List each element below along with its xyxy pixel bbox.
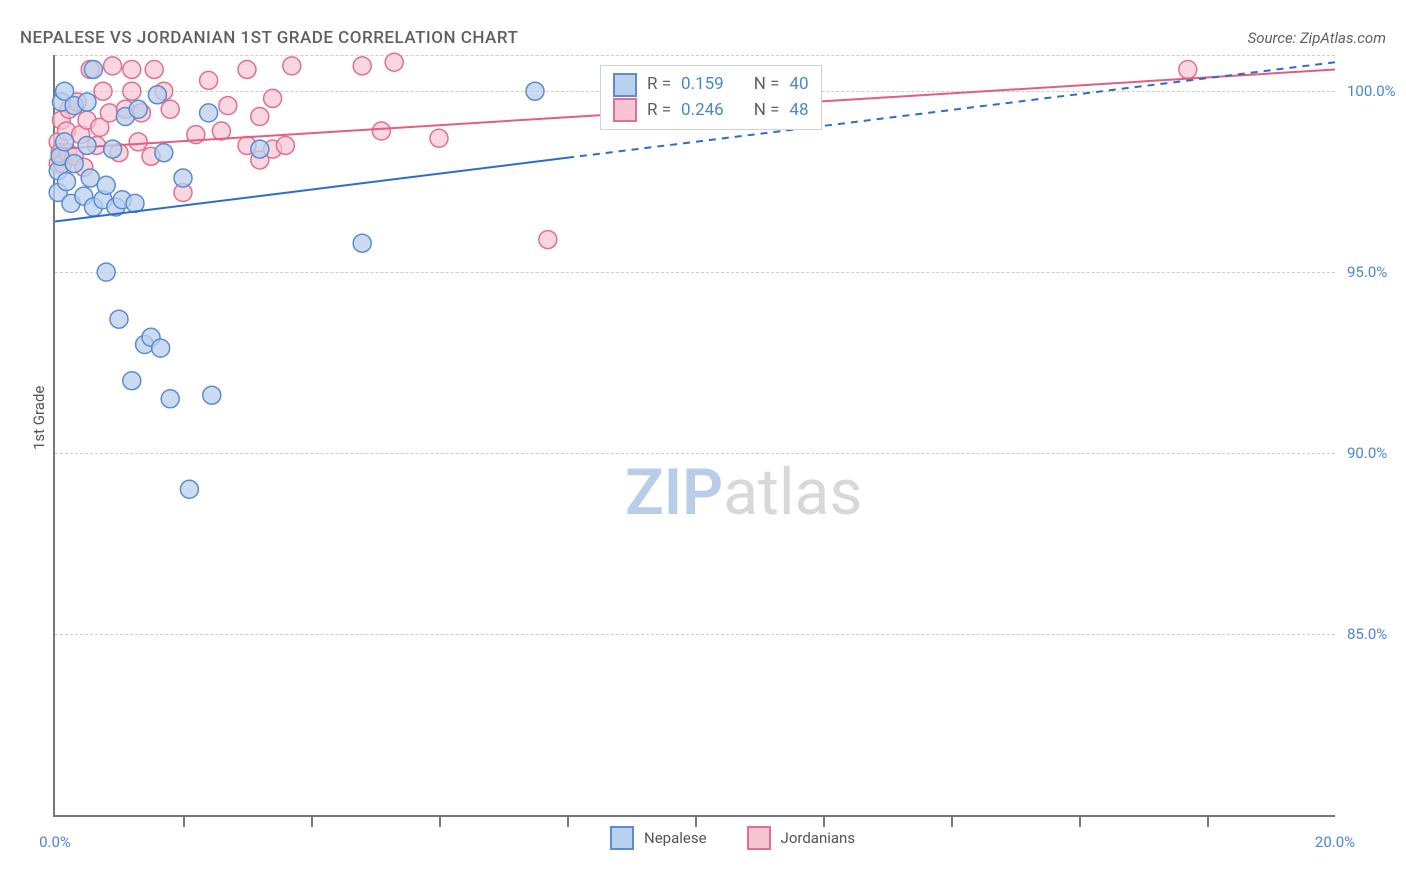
y-tick-label: 100.0% xyxy=(1347,82,1396,100)
legend-n-label: N = xyxy=(754,98,780,124)
x-tick xyxy=(951,815,953,827)
y-tick-label: 95.0% xyxy=(1347,263,1387,281)
data-point xyxy=(283,57,301,75)
data-point xyxy=(152,339,170,357)
data-point xyxy=(1179,60,1197,78)
y-tick-label: 90.0% xyxy=(1347,444,1387,462)
x-tick xyxy=(311,815,313,827)
data-point xyxy=(129,100,147,118)
data-point xyxy=(276,136,294,154)
x-tick xyxy=(183,815,185,827)
data-point xyxy=(148,86,166,104)
legend-swatch xyxy=(613,73,637,97)
chart-svg xyxy=(55,55,1335,815)
data-point xyxy=(100,104,118,122)
data-point xyxy=(97,263,115,281)
data-point xyxy=(353,57,371,75)
legend-r-label: R = xyxy=(647,98,671,124)
data-point xyxy=(155,144,173,162)
data-point xyxy=(539,231,557,249)
data-point xyxy=(84,60,102,78)
data-point xyxy=(203,386,221,404)
data-point xyxy=(372,122,390,140)
legend-swatch xyxy=(610,826,634,850)
data-point xyxy=(145,60,163,78)
series-legend-item: Nepalese xyxy=(610,826,707,850)
legend-n-label: N = xyxy=(754,72,780,98)
data-point xyxy=(97,176,115,194)
data-point xyxy=(104,57,122,75)
data-point xyxy=(212,122,230,140)
y-axis-label: 1st Grade xyxy=(30,386,48,450)
data-point xyxy=(110,310,128,328)
data-point xyxy=(126,194,144,212)
data-point xyxy=(78,93,96,111)
legend-swatch xyxy=(613,98,637,122)
source-attribution: Source: ZipAtlas.com xyxy=(1248,29,1386,47)
series-legend-item: Jordanians xyxy=(747,826,856,850)
data-point xyxy=(251,140,269,158)
data-point xyxy=(219,97,237,115)
series-legend-label: Nepalese xyxy=(644,829,707,847)
correlation-legend: R = 0.159 N = 40 R = 0.246 N = 48 xyxy=(600,65,822,130)
x-tick xyxy=(823,815,825,827)
x-tick-label: 20.0% xyxy=(1315,833,1355,851)
data-point xyxy=(104,140,122,158)
plot-area: ZIPatlas R =0.159N =40R =0.246N =48 Nepa… xyxy=(53,55,1335,817)
data-point xyxy=(123,60,141,78)
header-row: NEPALESE VS JORDANIAN 1ST GRADE CORRELAT… xyxy=(20,18,1386,58)
data-point xyxy=(353,234,371,252)
chart-title: NEPALESE VS JORDANIAN 1ST GRADE CORRELAT… xyxy=(20,28,518,48)
data-point xyxy=(123,82,141,100)
legend-row: R = 0.246 N = 48 xyxy=(613,98,809,124)
data-point xyxy=(180,480,198,498)
data-point xyxy=(78,136,96,154)
data-point xyxy=(65,155,83,173)
legend-n-value: 48 xyxy=(789,98,808,124)
series-legend: Nepalese Jordanians xyxy=(610,826,855,850)
x-tick xyxy=(567,815,569,827)
x-tick xyxy=(695,815,697,827)
data-point xyxy=(58,173,76,191)
x-tick xyxy=(439,815,441,827)
data-point xyxy=(526,82,544,100)
data-point xyxy=(56,133,74,151)
data-point xyxy=(174,169,192,187)
legend-row: R = 0.159 N = 40 xyxy=(613,72,809,98)
x-tick xyxy=(1079,815,1081,827)
data-point xyxy=(161,100,179,118)
x-tick-label: 0.0% xyxy=(39,833,71,851)
legend-r-value: 0.159 xyxy=(681,72,724,98)
data-point xyxy=(430,129,448,147)
data-point xyxy=(123,372,141,390)
data-point xyxy=(94,82,112,100)
series-legend-label: Jordanians xyxy=(781,829,856,847)
data-point xyxy=(129,133,147,151)
legend-r-value: 0.246 xyxy=(681,98,724,124)
legend-r-label: R = xyxy=(647,72,671,98)
legend-swatch xyxy=(747,826,771,850)
data-point xyxy=(161,390,179,408)
data-point xyxy=(264,89,282,107)
data-point xyxy=(251,108,269,126)
x-tick xyxy=(1207,815,1209,827)
legend-n-value: 40 xyxy=(789,72,808,98)
data-point xyxy=(200,104,218,122)
trend-line xyxy=(55,158,567,222)
data-point xyxy=(385,53,403,71)
y-tick-label: 85.0% xyxy=(1347,625,1387,643)
data-point xyxy=(200,71,218,89)
data-point xyxy=(238,60,256,78)
